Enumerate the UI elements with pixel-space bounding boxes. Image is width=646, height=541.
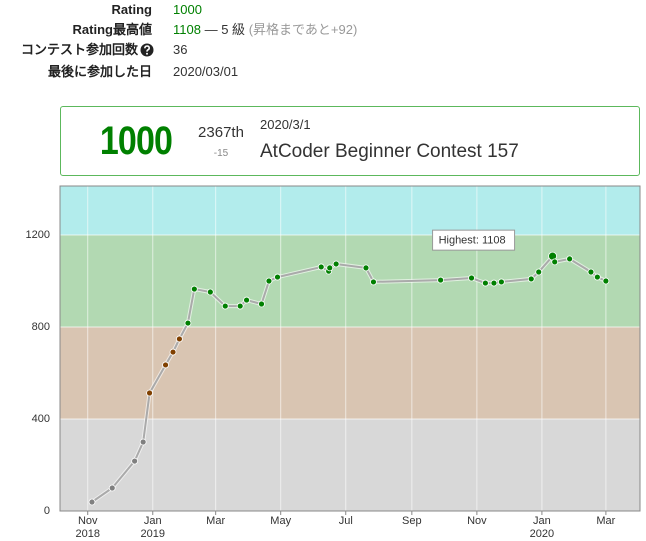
highest-tooltip: Highest: 1108 bbox=[432, 229, 516, 251]
label: コンテスト参加回数 bbox=[20, 42, 138, 57]
x-tick-label: May bbox=[270, 515, 291, 527]
rating-point[interactable] bbox=[593, 273, 601, 281]
rating-point[interactable] bbox=[108, 484, 116, 492]
label: Rating最高値 bbox=[72, 22, 152, 37]
x-tick-label: Nov bbox=[78, 515, 98, 527]
y-tick-label: 1200 bbox=[26, 229, 50, 241]
help-icon[interactable] bbox=[140, 43, 154, 57]
x-tick-label: Jan bbox=[533, 515, 551, 527]
rating-point[interactable] bbox=[527, 275, 535, 283]
value: 1000 bbox=[173, 2, 202, 17]
x-tick-label: Jul bbox=[339, 515, 353, 527]
value: 1108 bbox=[173, 22, 201, 37]
value: 2020/03/01 bbox=[173, 64, 239, 79]
rating-point[interactable] bbox=[274, 273, 281, 281]
contest-date: 2020/3/1 bbox=[260, 117, 311, 132]
rating-point[interactable] bbox=[176, 335, 183, 343]
x-tick-year: 2018 bbox=[75, 528, 99, 540]
rating-point[interactable] bbox=[468, 274, 475, 282]
value: 36 bbox=[173, 42, 188, 57]
rating-point[interactable] bbox=[169, 348, 177, 356]
rating-point[interactable] bbox=[497, 278, 505, 286]
label: Rating bbox=[111, 2, 152, 17]
profile-row: コンテスト参加回数 36 bbox=[0, 40, 646, 60]
rating-point[interactable] bbox=[326, 264, 334, 272]
y-tick-label: 800 bbox=[32, 321, 50, 333]
plot-frame bbox=[59, 185, 641, 512]
x-tick-label: Jan bbox=[144, 515, 162, 527]
rating-point[interactable] bbox=[482, 279, 489, 287]
rating-point[interactable] bbox=[566, 255, 574, 263]
rating-point[interactable] bbox=[88, 498, 96, 506]
x-tick-label: Nov bbox=[467, 515, 487, 527]
x-tick-year: 2019 bbox=[141, 528, 165, 540]
rating-point[interactable] bbox=[146, 389, 153, 397]
rating-point[interactable] bbox=[551, 258, 559, 266]
rating-point[interactable] bbox=[139, 438, 147, 446]
rating-point[interactable] bbox=[490, 279, 498, 287]
y-tick-label: 0 bbox=[44, 505, 50, 517]
rating-point[interactable] bbox=[131, 457, 139, 465]
rating-band bbox=[60, 186, 640, 235]
tooltip-text: Highest: 1108 bbox=[439, 235, 506, 247]
rating-point[interactable] bbox=[317, 263, 325, 271]
rating-diff: -15 bbox=[213, 148, 229, 159]
profile-row: Rating 1000 bbox=[0, 0, 646, 20]
rank: 2367th bbox=[198, 124, 244, 141]
rating-point[interactable] bbox=[332, 260, 340, 268]
contest-name[interactable]: AtCoder Beginner Contest 157 bbox=[260, 141, 519, 162]
note: (昇格まであと+92) bbox=[248, 22, 358, 37]
grade: — 5 級 bbox=[204, 22, 246, 37]
rating-point[interactable] bbox=[236, 302, 244, 310]
rating-point[interactable] bbox=[535, 268, 543, 276]
tooltip-box bbox=[432, 229, 516, 251]
x-tick-label: Sep bbox=[402, 515, 422, 527]
rating-point[interactable] bbox=[370, 278, 377, 286]
rating-point[interactable] bbox=[602, 277, 610, 285]
rating-point[interactable] bbox=[437, 276, 445, 284]
y-tick-label: 400 bbox=[32, 413, 50, 425]
label: 最後に参加した日 bbox=[47, 64, 152, 79]
profile-row: 最後に参加した日 2020/03/01 bbox=[0, 62, 646, 82]
rating: 1000 bbox=[99, 119, 173, 163]
rating-band bbox=[60, 234, 640, 327]
status-box: 1000 2367th -15 2020/3/1 AtCoder Beginne… bbox=[60, 106, 640, 176]
rating-point[interactable] bbox=[184, 319, 192, 327]
rating-band bbox=[60, 326, 640, 419]
value-group: 1108 — 5 級 (昇格まであと+92) bbox=[173, 20, 357, 40]
rating-point[interactable] bbox=[362, 264, 370, 272]
x-tick-label: Mar bbox=[596, 515, 615, 527]
rating-point[interactable] bbox=[162, 361, 169, 369]
rating-point[interactable] bbox=[206, 288, 214, 296]
x-tick-year: 2020 bbox=[530, 528, 554, 540]
rating-point[interactable] bbox=[190, 285, 198, 293]
rating-point[interactable] bbox=[265, 277, 273, 285]
rating-point[interactable] bbox=[258, 300, 265, 308]
profile-row: Rating最高値 1108 — 5 級 (昇格まであと+92) bbox=[0, 20, 646, 40]
rating-band bbox=[60, 418, 640, 511]
rating-point[interactable] bbox=[587, 268, 595, 276]
rating-point[interactable] bbox=[243, 296, 250, 304]
rating-point[interactable] bbox=[221, 302, 229, 310]
x-tick-label: Mar bbox=[206, 515, 225, 527]
